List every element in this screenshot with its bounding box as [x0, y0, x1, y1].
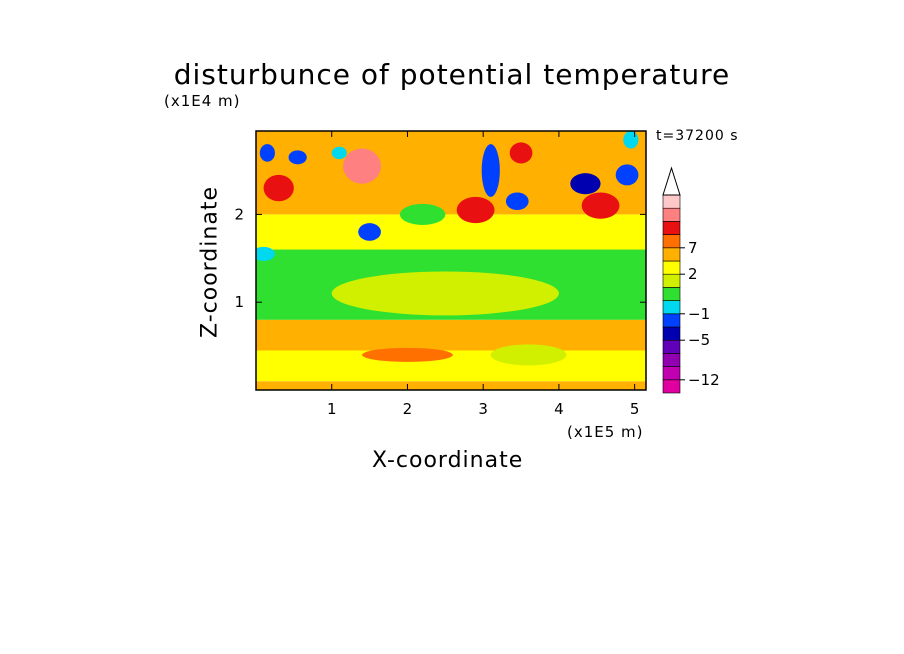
field-feature: [343, 148, 381, 184]
heatmap-field: [256, 131, 646, 390]
field-feature: [570, 173, 601, 195]
x-axis-label: X-coordinate: [372, 448, 524, 473]
field-band: [256, 214, 646, 250]
colorbar-label: −1: [688, 305, 710, 323]
colorbar-swatch: [662, 339, 681, 354]
colorbar-label: −12: [688, 371, 720, 389]
colorbar-label: 2: [688, 265, 698, 283]
colorbar-extend-arrow: [662, 166, 681, 196]
chart-title: disturbunce of potential temperature: [173, 58, 731, 91]
x-unit-label: (x1E5 m): [567, 423, 644, 441]
field-feature: [358, 223, 381, 241]
colorbar-swatch: [662, 300, 681, 315]
x-tick-label: 3: [478, 400, 488, 418]
x-tick-label: 2: [403, 400, 413, 418]
field-feature: [623, 131, 639, 149]
field-feature: [362, 347, 453, 362]
field-feature: [256, 246, 275, 261]
y-tick-label: 2: [234, 205, 244, 223]
field-feature: [259, 144, 275, 162]
field-feature: [399, 203, 446, 225]
field-feature: [505, 192, 529, 211]
field-feature: [263, 174, 294, 202]
field-feature: [288, 150, 307, 165]
colorbar-swatch: [662, 379, 681, 394]
field-band: [256, 319, 646, 351]
x-tick-label: 4: [554, 400, 564, 418]
field-feature: [509, 142, 533, 164]
x-tick-label: 1: [327, 400, 337, 418]
field-band: [256, 381, 646, 390]
x-axis-ticks: 1 2 3 4 5: [327, 131, 639, 418]
plot-frame: [255, 130, 647, 391]
colorbar-swatch: [662, 260, 681, 275]
colorbar-swatch: [662, 366, 681, 381]
y-unit-label: (x1E4 m): [164, 92, 241, 110]
colorbar-label: −5: [688, 331, 710, 349]
colorbar-swatch: [662, 287, 681, 301]
colorbar-swatch: [662, 221, 681, 235]
field-band: [256, 131, 646, 215]
y-axis-ticks: 12: [234, 205, 646, 311]
colorbar-swatch: [662, 326, 681, 341]
field-feature: [490, 344, 567, 366]
colorbar-label: 7: [688, 239, 698, 257]
time-label: t=37200 s: [656, 128, 739, 144]
colorbar-swatch: [662, 234, 681, 249]
field-feature: [615, 164, 639, 186]
field-feature: [331, 271, 559, 316]
field-feature: [481, 144, 500, 197]
colorbar-swatch: [662, 194, 681, 209]
colorbar-swatch: [662, 273, 681, 288]
colorbar-swatch: [662, 247, 681, 262]
field-feature: [331, 146, 347, 160]
y-tick-label: 1: [234, 293, 244, 311]
colorbar-swatch: [662, 313, 681, 328]
colorbar: 7 2 −1 −5 −12: [662, 166, 720, 394]
field-feature: [581, 192, 620, 219]
colorbar-swatch: [662, 207, 681, 222]
colorbar-swatch: [662, 353, 681, 367]
x-tick-label: 5: [630, 400, 640, 418]
field-feature: [456, 196, 495, 224]
